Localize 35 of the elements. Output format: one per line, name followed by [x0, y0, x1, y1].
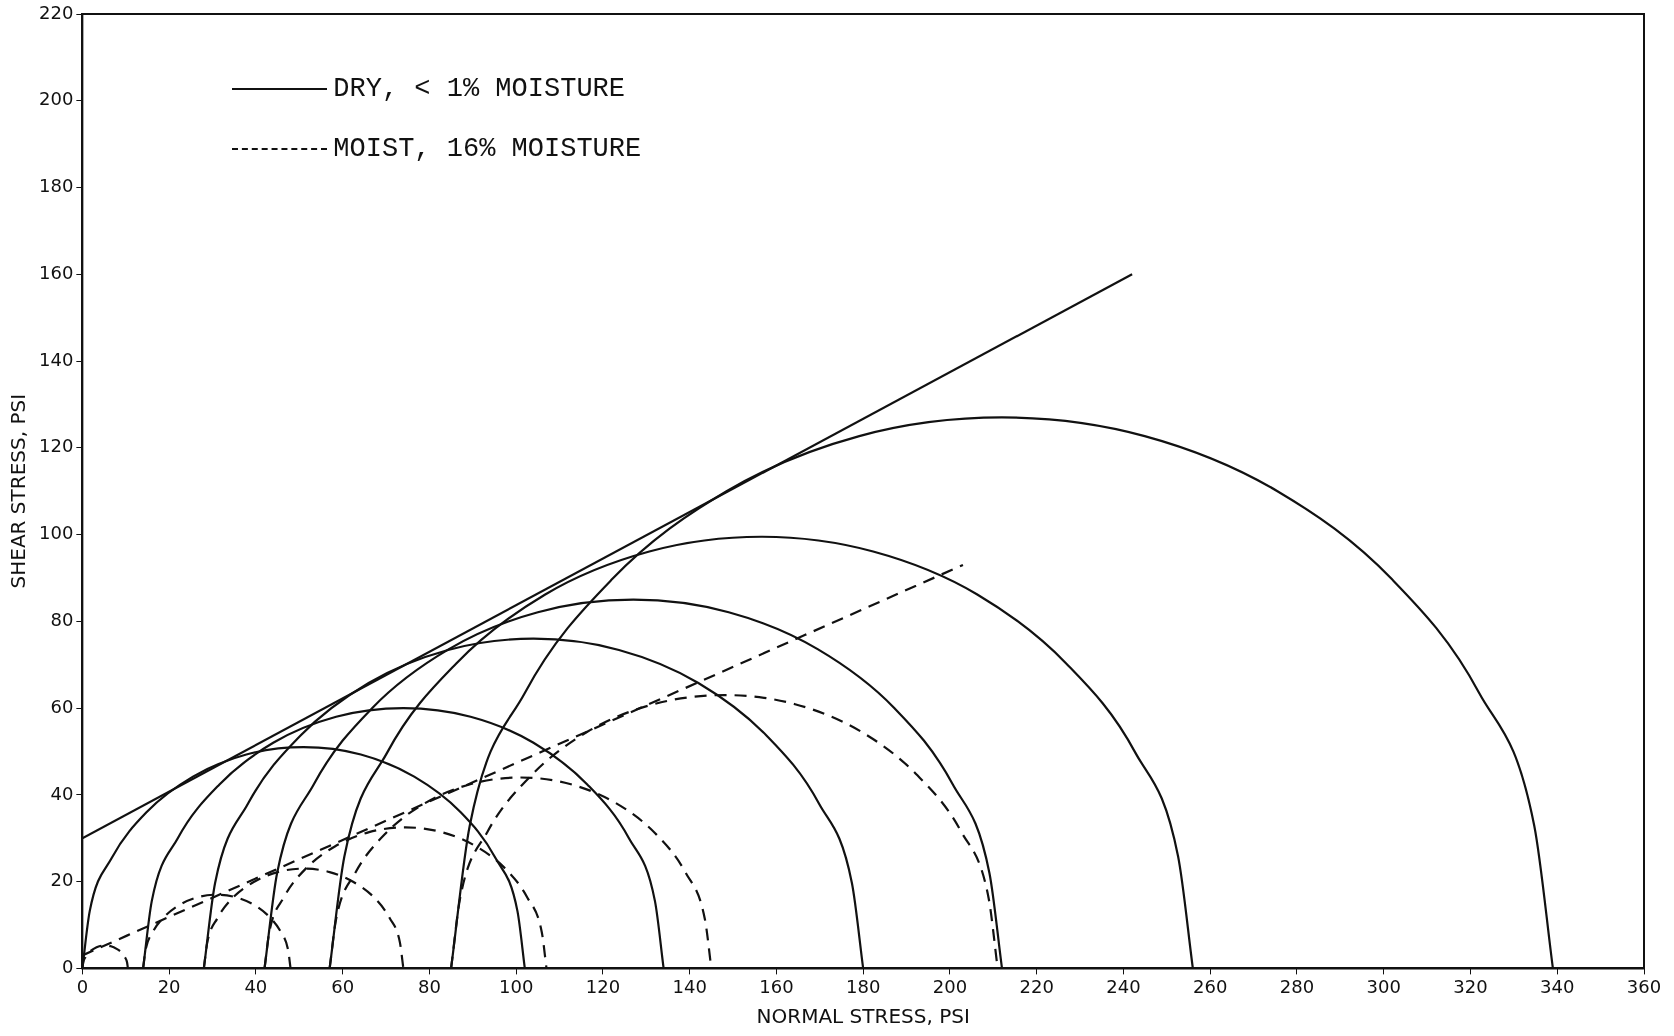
x-tick-label: 320 [1453, 975, 1488, 997]
x-tick-label: 0 [76, 975, 89, 997]
y-tick-label: 100 [39, 522, 74, 544]
x-tick-label: 160 [759, 975, 794, 997]
x-tick-label: 140 [672, 975, 707, 997]
legend-label: DRY, < 1% MOISTURE [333, 74, 625, 104]
x-tick-label: 240 [1106, 975, 1141, 997]
y-tick-label: 160 [39, 261, 74, 283]
y-tick-label: 180 [39, 175, 74, 197]
x-tick-label: 300 [1366, 975, 1401, 997]
y-tick-label: 80 [50, 609, 74, 631]
y-tick-label: 120 [39, 435, 74, 457]
x-tick-label: 60 [331, 975, 355, 997]
y-tick-label: 40 [50, 782, 74, 804]
x-tick-label: 280 [1279, 975, 1315, 997]
y-tick-label: 60 [50, 695, 74, 717]
x-tick-label: 80 [417, 975, 441, 997]
x-tick-label: 200 [932, 975, 968, 997]
y-axis-title: SHEAR STRESS, PSI [6, 393, 31, 589]
x-tick-label: 120 [585, 975, 621, 997]
x-tick-label: 260 [1193, 975, 1228, 997]
x-tick-label: 360 [1626, 975, 1662, 997]
x-tick-label: 220 [1019, 975, 1054, 997]
x-tick-label: 20 [157, 975, 181, 997]
y-tick-label: 140 [39, 348, 74, 370]
x-tick-label: 180 [846, 975, 881, 997]
x-tick-label: 340 [1540, 975, 1575, 997]
x-axis-title: NORMAL STRESS, PSI [756, 1004, 970, 1029]
x-tick-label: 40 [244, 975, 268, 997]
y-tick-label: 200 [39, 88, 74, 110]
y-tick-label: 220 [39, 1, 74, 23]
x-tick-label: 100 [498, 975, 534, 997]
y-tick-label: 0 [61, 956, 74, 978]
legend-label: MOIST, 16% MOISTURE [333, 134, 642, 164]
y-tick-label: 20 [50, 869, 74, 891]
